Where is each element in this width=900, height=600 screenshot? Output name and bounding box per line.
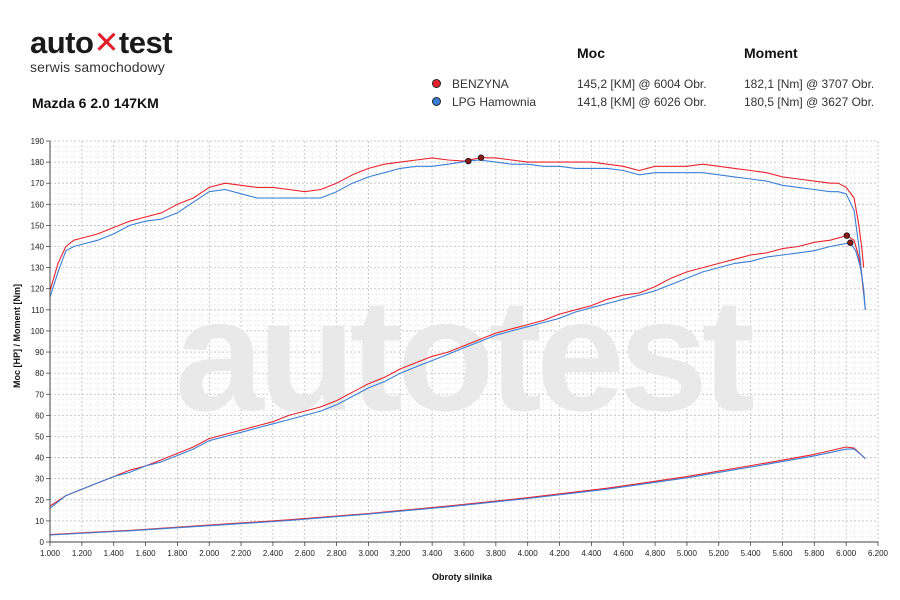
logo-subtitle: serwis samochodowy — [30, 59, 165, 75]
x-tick-label: 5.800 — [804, 549, 825, 558]
x-tick-label: 1.200 — [72, 549, 93, 558]
peak-marker — [477, 154, 485, 161]
legend-header-moment: Moment — [744, 45, 798, 61]
y-tick-label: 140 — [31, 243, 45, 252]
logo-text-test: test — [118, 25, 173, 60]
series-line-moment-lpg-hamownia — [49, 159, 866, 310]
series-line-straty-benzyna — [49, 446, 866, 536]
grid — [49, 140, 879, 543]
y-tick-label: 70 — [35, 390, 44, 399]
x-tick-label: 4.800 — [645, 549, 666, 558]
x-tick-label: 1.600 — [136, 549, 157, 558]
y-tick-label: 0 — [40, 538, 45, 547]
legend-dot-lpg-icon — [432, 97, 441, 106]
x-tick-label: 6.200 — [868, 549, 889, 558]
x-tick-label: 4.200 — [550, 549, 571, 558]
x-tick-label: 2.800 — [327, 549, 348, 558]
logo-mark-icon: ✕ — [93, 25, 119, 60]
y-tick-label: 60 — [35, 411, 44, 420]
y-tick-label: 180 — [31, 158, 45, 167]
x-tick-label: 3.800 — [486, 549, 507, 558]
legend-moc-value: 145,2 [KM] @ 6004 Obr. — [577, 77, 707, 91]
axes: 1.000 1.200 1.400 1.600 1.800 2.000 2.200 2.400… — [31, 137, 889, 558]
x-tick-label: 3.000 — [358, 549, 379, 558]
legend-moment-value: 182,1 [Nm] @ 3707 Obr. — [744, 77, 875, 91]
x-tick-label: 4.400 — [581, 549, 602, 558]
y-tick-label: 170 — [31, 179, 45, 188]
y-tick-label: 20 — [35, 496, 44, 505]
peak-markers — [465, 154, 854, 246]
x-tick-label: 1.400 — [104, 549, 125, 558]
legend-series-name: LPG Hamownia — [452, 95, 537, 109]
x-tick-label: 5.200 — [709, 549, 730, 558]
legend-row: LPG Hamownia 141,8 [KM] @ 6026 Obr. 180,… — [430, 95, 890, 111]
y-tick-label: 130 — [31, 264, 45, 273]
x-tick-label: 6.000 — [836, 549, 857, 558]
x-tick-label: 2.600 — [295, 549, 316, 558]
x-tick-label: 3.400 — [422, 549, 443, 558]
y-tick-label: 50 — [35, 432, 44, 441]
logo-wordmark: auto✕test — [30, 25, 173, 60]
legend-header-moc: Moc — [577, 45, 605, 61]
series-line-straty-lpg-hamownia — [49, 448, 866, 536]
x-tick-label: 1.800 — [167, 549, 188, 558]
y-tick-label: 120 — [31, 285, 45, 294]
y-tick-label: 10 — [35, 517, 44, 526]
x-tick-label: 2.200 — [231, 549, 252, 558]
peak-marker — [465, 157, 472, 165]
x-axis-title: Obroty silnika — [432, 572, 493, 582]
y-tick-label: 160 — [31, 200, 45, 209]
peak-marker — [847, 239, 854, 246]
y-tick-label: 40 — [35, 454, 44, 463]
legend-series-name: BENZYNA — [452, 77, 509, 91]
legend-moc-value: 141,8 [KM] @ 6026 Obr. — [577, 95, 707, 109]
y-tick-label: 90 — [35, 348, 44, 357]
series-line-moc-benzyna — [49, 235, 865, 507]
y-tick-label: 110 — [31, 306, 44, 315]
series-line-moment-benzyna — [49, 157, 865, 291]
watermark: autotest — [175, 265, 754, 444]
x-tick-label: 3.600 — [454, 549, 475, 558]
car-title: Mazda 6 2.0 147KM — [32, 95, 159, 111]
x-tick-label: 5.600 — [772, 549, 793, 558]
x-tick-label: 1.000 — [40, 549, 61, 558]
x-tick-label: 2.000 — [199, 549, 220, 558]
series-lines — [49, 157, 866, 536]
y-tick-label: 150 — [31, 221, 45, 230]
peak-marker — [843, 232, 850, 239]
x-tick-label: 5.000 — [677, 549, 698, 558]
legend-moment-value: 180,5 [Nm] @ 3627 Obr. — [744, 95, 875, 109]
legend-row: BENZYNA 145,2 [KM] @ 6004 Obr. 182,1 [Nm… — [430, 77, 890, 93]
x-tick-label: 2.400 — [263, 549, 284, 558]
x-tick-label: 4.000 — [518, 549, 539, 558]
y-axis-title: Moc [HP] / Moment [Nm] — [12, 284, 22, 388]
x-tick-label: 4.600 — [613, 549, 634, 558]
y-tick-label: 80 — [35, 369, 44, 378]
x-tick-label: 5.400 — [741, 549, 762, 558]
y-tick-label: 30 — [35, 475, 44, 484]
series-line-moc-lpg-hamownia — [49, 242, 866, 509]
y-tick-label: 190 — [31, 137, 45, 146]
y-tick-label: 100 — [31, 327, 45, 336]
x-tick-label: 3.200 — [390, 549, 411, 558]
logo-text-auto: auto — [30, 25, 94, 60]
legend-dot-benzyna-icon — [432, 79, 441, 88]
logo: auto✕test serwis samochodowy — [30, 25, 173, 75]
